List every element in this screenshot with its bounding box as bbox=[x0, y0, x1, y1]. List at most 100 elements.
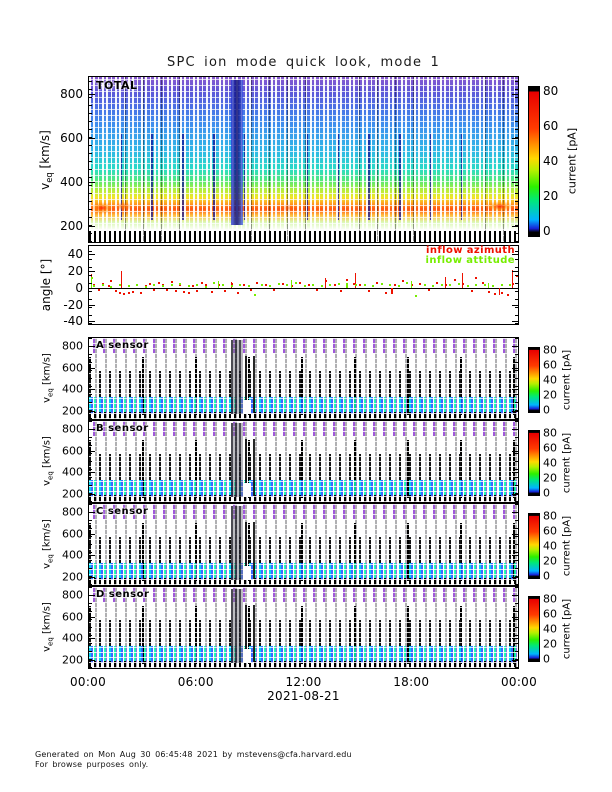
tick-mark bbox=[89, 512, 95, 514]
tick-mark bbox=[89, 389, 95, 391]
total-label: TOTAL bbox=[96, 79, 138, 92]
tick-mark bbox=[89, 472, 95, 474]
scatter-point bbox=[161, 285, 164, 288]
scatter-point bbox=[419, 282, 422, 285]
tick-mark bbox=[89, 304, 95, 306]
colorbar-label-sensor-d: current [pA] bbox=[561, 598, 573, 660]
y-ticks: 800 600 400 200 bbox=[62, 338, 518, 419]
y-ticks: 800 600 400 200 bbox=[62, 421, 518, 502]
scatter-point bbox=[247, 285, 250, 288]
event-column bbox=[231, 80, 243, 226]
y-ticks: 800 600 400 200 bbox=[62, 587, 518, 668]
colorbar-tick-label: 40 bbox=[543, 622, 557, 636]
scatter-point bbox=[204, 286, 207, 289]
y-axis-label-sensor-c: veq [km/s] bbox=[41, 519, 55, 569]
scatter-spike bbox=[445, 277, 447, 288]
colorbar-tick-label: 40 bbox=[543, 539, 557, 553]
scatter-point bbox=[457, 282, 460, 285]
scatter-point bbox=[101, 282, 104, 285]
scatter-point bbox=[264, 283, 267, 286]
colorbar-tick-label: 60 bbox=[543, 441, 557, 455]
tick-mark bbox=[512, 137, 518, 139]
scatter-point bbox=[470, 290, 473, 293]
scatter-point bbox=[127, 291, 130, 294]
scatter-spike bbox=[121, 271, 123, 288]
scatter-point bbox=[196, 290, 199, 293]
tick-mark bbox=[512, 512, 518, 514]
scatter-point bbox=[483, 284, 486, 287]
tick-label: 400 bbox=[60, 174, 83, 189]
x-tick-label: 12:00 bbox=[285, 675, 322, 689]
scatter-point bbox=[93, 285, 96, 288]
x-axis-tick-labels: 00:00 06:00 12:00 18:00 00:00 bbox=[70, 675, 537, 689]
tick-mark bbox=[89, 595, 95, 597]
scatter-point bbox=[221, 284, 224, 287]
sensor-c-spectrogram bbox=[89, 504, 518, 585]
footer-generated-line: Generated on Mon Aug 30 06:45:48 2021 by… bbox=[35, 750, 352, 759]
y-axis-label-sensor-b: veq [km/s] bbox=[41, 436, 55, 486]
colorbar-tick-label: 20 bbox=[543, 471, 557, 485]
colorbar-tick-label: 80 bbox=[543, 343, 557, 357]
scatter-point bbox=[339, 290, 342, 293]
tick-label: 600 bbox=[60, 130, 83, 145]
colorbar-tick-label: 60 bbox=[543, 524, 557, 538]
scatter-point bbox=[346, 278, 349, 281]
legend-inflow-attitude: inflow attitude bbox=[425, 255, 515, 266]
colorbar-tick-label: 0 bbox=[543, 569, 550, 583]
tick-label: 0 bbox=[75, 280, 83, 295]
tick-mark bbox=[89, 93, 95, 95]
scatter-point bbox=[299, 281, 302, 284]
scatter-point bbox=[507, 293, 510, 296]
tick-mark bbox=[512, 429, 518, 431]
scatter-point bbox=[286, 284, 289, 287]
footer: Generated on Mon Aug 30 06:45:48 2021 by… bbox=[35, 750, 352, 769]
scatter-point bbox=[119, 291, 122, 294]
tick-mark bbox=[512, 616, 518, 618]
tick-mark bbox=[89, 429, 95, 431]
scatter-point bbox=[213, 281, 216, 284]
tick-mark bbox=[89, 576, 95, 578]
scatter-point bbox=[187, 285, 190, 288]
band-gap bbox=[243, 566, 251, 580]
colorbar-tick-label: 0 bbox=[543, 224, 551, 239]
y-ticks: 800 600 400 200 bbox=[60, 77, 518, 242]
sensor-a-spectrogram bbox=[89, 338, 518, 419]
scatter-spike bbox=[324, 277, 327, 288]
scatter-point bbox=[273, 289, 276, 292]
scatter-point bbox=[183, 291, 186, 294]
scatter-point bbox=[282, 282, 285, 285]
scatter-point bbox=[136, 284, 139, 287]
scatter-spike bbox=[217, 281, 219, 288]
scatter-point bbox=[432, 285, 435, 288]
spike-cluster bbox=[245, 438, 261, 496]
scatter-point bbox=[269, 285, 272, 288]
tick-label: 800 bbox=[62, 505, 83, 519]
sensor-a-panel: A sensor 800 600 400 200 bbox=[62, 337, 519, 420]
tick-mark bbox=[512, 555, 518, 557]
tick-mark bbox=[512, 493, 518, 495]
scatter-point bbox=[307, 284, 310, 287]
scatter-spike bbox=[354, 272, 357, 288]
scatter-point bbox=[359, 284, 362, 287]
footer-browse-line: For browse purposes only. bbox=[35, 759, 149, 769]
colorbar-sensor-c: 80 60 40 20 0 bbox=[528, 509, 557, 582]
scatter-point bbox=[320, 285, 323, 288]
scatter-point bbox=[179, 284, 182, 287]
colorbar-tick-label: 80 bbox=[543, 84, 559, 99]
colorbar-tick-label: 20 bbox=[543, 554, 557, 568]
colorbar-label-sensor-a: current [pA] bbox=[561, 349, 573, 411]
tick-mark bbox=[89, 659, 95, 661]
comb bbox=[89, 231, 518, 242]
scatter-point bbox=[372, 285, 375, 288]
spike-cluster bbox=[245, 521, 261, 579]
scatter-point bbox=[329, 284, 332, 287]
zero-line bbox=[89, 287, 518, 289]
scatter-point bbox=[239, 283, 242, 286]
event-column bbox=[231, 339, 243, 415]
tick-label: -40 bbox=[63, 314, 83, 329]
scatter-point bbox=[224, 290, 227, 293]
tick-mark bbox=[89, 254, 95, 256]
scatter-point bbox=[303, 285, 306, 288]
tick-mark bbox=[89, 271, 95, 273]
scatter-point bbox=[249, 288, 252, 291]
